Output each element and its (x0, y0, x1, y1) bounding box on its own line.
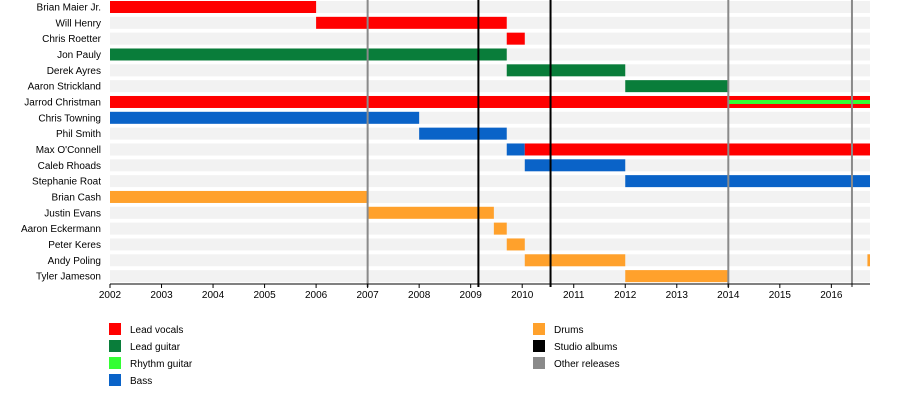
legend-label: Studio albums (554, 342, 617, 353)
legend-label: Lead vocals (130, 325, 183, 336)
member-label: Tyler Jameson (36, 272, 101, 283)
member-span-bar (506, 143, 525, 156)
x-tick-label: 2006 (305, 290, 328, 301)
member-span-bar (728, 99, 870, 104)
member-label: Andy Poling (48, 256, 101, 267)
row-background (110, 254, 870, 267)
member-label: Phil Smith (56, 129, 101, 140)
x-tick-label: 2003 (150, 290, 173, 301)
legend-swatch (533, 323, 545, 335)
member-span-bar (625, 270, 729, 283)
legend: Lead vocals Lead guitar Rhythm guitar Bass D… (109, 323, 620, 387)
row-background (110, 32, 870, 45)
member-label: Stephanie Roat (32, 177, 101, 188)
member-label: Aaron Eckermann (21, 224, 101, 235)
member-label: Jon Pauly (57, 50, 101, 61)
member-label: Brian Maier Jr. (37, 3, 101, 14)
member-label: Jarrod Christman (24, 97, 101, 108)
x-tick-label: 2015 (769, 290, 792, 301)
x-tick-label: 2009 (460, 290, 483, 301)
member-span-bar (524, 254, 626, 267)
y-axis-member-labels: Brian Maier Jr. Will Henry Chris Roetter Jo… (21, 3, 102, 283)
legend-label: Rhythm guitar (130, 359, 193, 370)
member-label: Chris Roetter (42, 34, 102, 45)
member-span-bar (506, 238, 525, 251)
member-label: Chris Towning (38, 113, 101, 124)
row-background (110, 80, 870, 93)
member-span-bar (110, 111, 420, 124)
member-label: Max O'Connell (36, 145, 101, 156)
legend-swatch (533, 340, 545, 352)
member-span-bar (316, 16, 507, 29)
x-tick-label: 2005 (253, 290, 276, 301)
x-tick-label: 2012 (614, 290, 637, 301)
member-span-bar (506, 64, 626, 77)
legend-swatch (109, 323, 121, 335)
row-background (110, 222, 870, 235)
legend-swatch (109, 340, 121, 352)
x-tick-label: 2010 (511, 290, 534, 301)
x-tick-label: 2008 (408, 290, 431, 301)
x-tick-label: 2013 (666, 290, 689, 301)
legend-swatch (109, 357, 121, 369)
member-label: Derek Ayres (47, 66, 101, 77)
x-axis: 2002 2003 2004 2005 2006 2007 2008 2009 2010 2011… (99, 283, 870, 301)
x-tick-label: 2002 (99, 290, 122, 301)
member-label: Justin Evans (44, 208, 101, 219)
member-label: Peter Keres (48, 240, 101, 251)
legend-swatch (109, 374, 121, 386)
x-tick-label: 2014 (717, 290, 740, 301)
legend-label: Other releases (554, 359, 620, 370)
row-background (110, 238, 870, 251)
member-span-bar (625, 80, 729, 93)
member-span-bar (110, 190, 368, 203)
legend-label: Lead guitar (130, 342, 181, 353)
row-background (110, 270, 870, 283)
row-backgrounds (110, 1, 870, 283)
row-background (110, 159, 870, 172)
row-background (110, 64, 870, 77)
member-span-bar (625, 175, 870, 188)
member-label: Will Henry (55, 18, 101, 29)
member-span-bar (524, 143, 870, 156)
legend-label: Bass (130, 376, 152, 387)
member-span-bar (110, 95, 870, 108)
legend-label: Drums (554, 325, 583, 336)
x-tick-label: 2016 (820, 290, 843, 301)
member-label: Caleb Rhoads (38, 161, 101, 172)
member-span-bar (506, 32, 525, 45)
member-span-bar (493, 222, 507, 235)
release-lines (366, 0, 853, 287)
member-spans (110, 1, 870, 283)
x-tick-label: 2011 (563, 290, 585, 301)
member-span-bar (110, 48, 507, 61)
member-span-bar (867, 254, 870, 267)
member-span-bar (367, 206, 494, 219)
member-label: Brian Cash (52, 192, 101, 203)
member-span-bar (419, 127, 507, 140)
legend-swatch (533, 357, 545, 369)
member-span-bar (110, 1, 317, 13)
member-label: Aaron Strickland (28, 82, 101, 93)
x-tick-label: 2007 (357, 290, 380, 301)
member-span-bar (524, 159, 626, 172)
x-tick-label: 2004 (202, 290, 225, 301)
